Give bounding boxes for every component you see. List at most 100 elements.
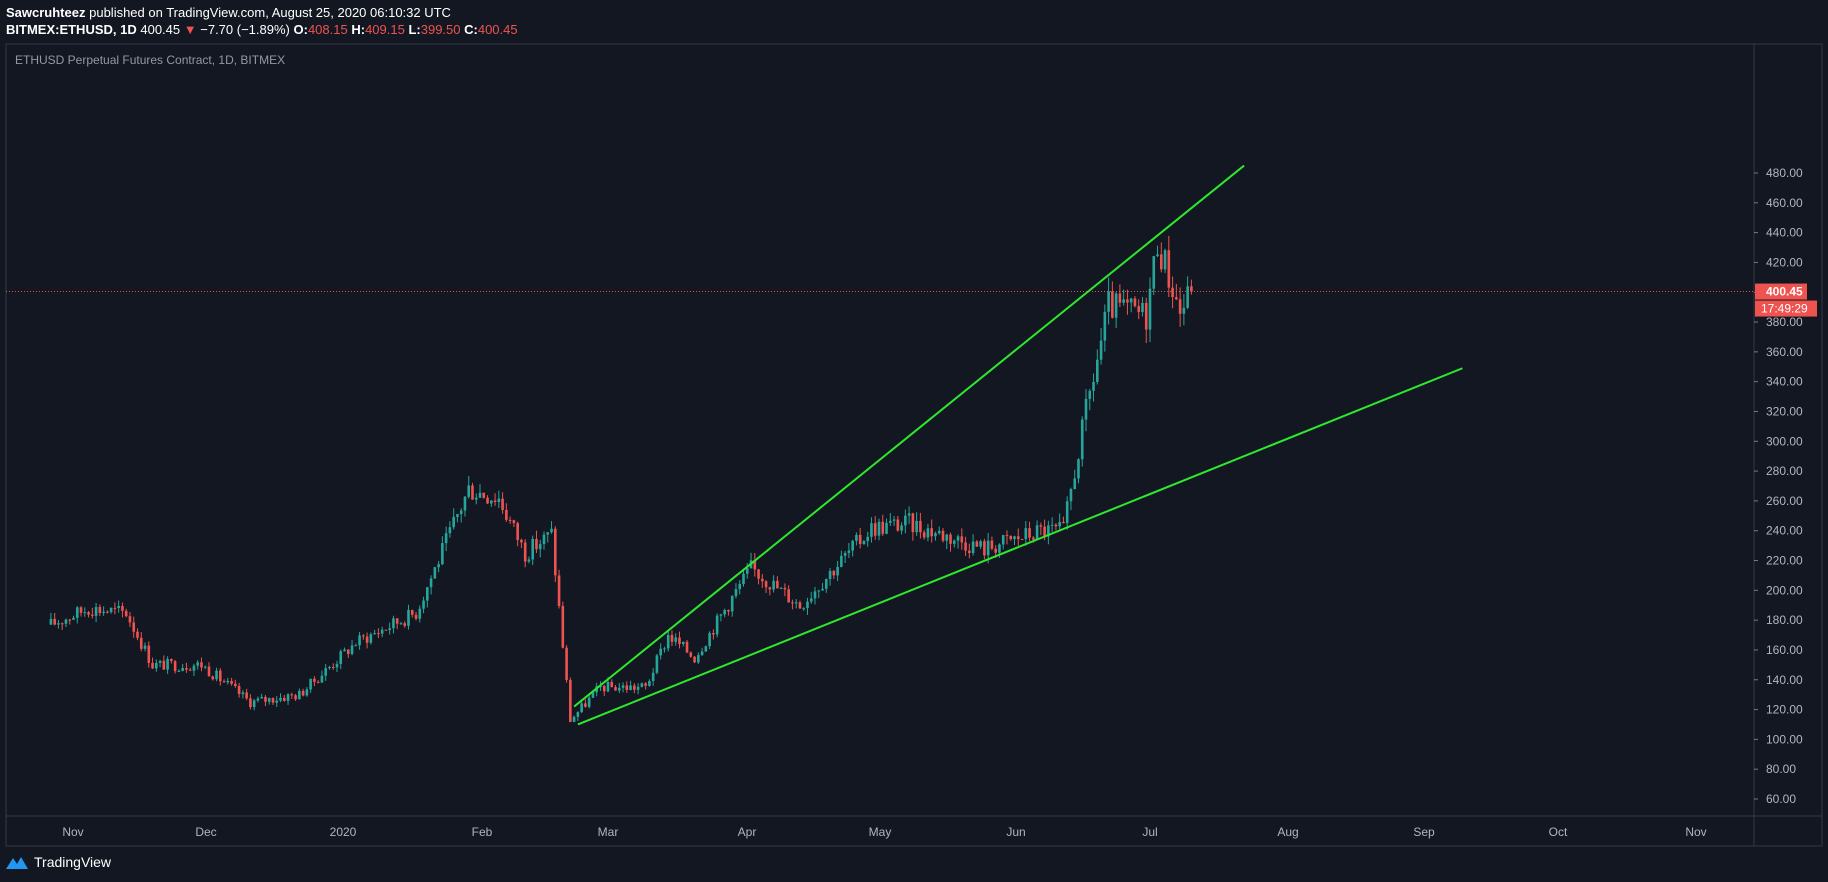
candle-body: [538, 544, 542, 550]
candle-body: [1182, 307, 1186, 314]
candle-body: [1088, 390, 1092, 399]
x-tick-label: Nov: [1685, 825, 1706, 839]
candle-body: [147, 645, 151, 663]
candle-body: [1178, 299, 1182, 314]
time-axis[interactable]: Nov Dec 2020 Feb Mar Apr May Jun Jul Aug Sep Oct Nov: [62, 825, 1706, 839]
candle-body: [776, 580, 779, 589]
x-tick-label: Nov: [62, 825, 83, 839]
candle-body: [505, 509, 508, 520]
candle-body: [1043, 526, 1046, 537]
candle-body: [1122, 299, 1125, 303]
candle-body: [569, 679, 572, 722]
candle-body: [580, 703, 583, 713]
candle-body: [712, 632, 715, 635]
candle-body: [102, 611, 105, 614]
candle-body: [1111, 291, 1114, 318]
candle-body: [1073, 478, 1077, 490]
candle-body: [380, 629, 384, 634]
x-tick-label: Oct: [1549, 825, 1568, 839]
candle-body: [245, 692, 248, 699]
candle-body: [704, 646, 708, 652]
candle-body: [855, 534, 858, 541]
candle-body: [373, 633, 376, 635]
candle-body: [670, 634, 674, 642]
candle-body: [290, 694, 294, 696]
y-tick-label: 440.00: [1766, 226, 1803, 240]
candle-body: [998, 544, 1001, 553]
candle-body: [956, 536, 960, 541]
candle-body: [170, 658, 173, 662]
candle-body: [72, 617, 75, 620]
candle-body: [1118, 293, 1122, 303]
candle-body: [155, 662, 158, 669]
candle-body: [1032, 537, 1035, 540]
candle-body: [60, 623, 64, 625]
candle-body: [1013, 536, 1016, 540]
candle-body: [779, 587, 783, 589]
author-name[interactable]: Sawcruhteez: [6, 5, 86, 20]
candle-body: [106, 611, 109, 613]
price-change: −7.70 (−1.89%): [200, 22, 290, 37]
candle-body: [188, 669, 192, 671]
symbol-label[interactable]: BITMEX:ETHUSD, 1D: [6, 22, 137, 37]
candle-body: [606, 681, 610, 692]
candle-body: [282, 697, 286, 701]
candle-body: [463, 496, 467, 511]
open-value: 408.15: [307, 22, 348, 37]
candle-body: [448, 527, 452, 534]
candle-body: [384, 629, 388, 631]
candle-body: [934, 533, 937, 537]
candle-body: [809, 598, 813, 602]
candle-body: [241, 692, 245, 695]
candle-body: [490, 500, 493, 504]
candle-body: [843, 552, 847, 556]
candle-body: [230, 680, 233, 684]
candle-body: [531, 538, 535, 560]
y-tick-label: 160.00: [1766, 643, 1803, 657]
candle-body: [173, 661, 177, 672]
candle-body: [723, 609, 726, 615]
candle-body: [207, 666, 211, 677]
candle-body: [1133, 298, 1137, 307]
candle-body: [1156, 254, 1159, 257]
candle-body: [471, 485, 474, 500]
x-tick-label: Sep: [1413, 825, 1435, 839]
candle-body: [196, 662, 200, 666]
candle-body: [1005, 535, 1009, 537]
candle-body: [203, 666, 207, 668]
chart-pane-border: [5, 43, 1823, 847]
price-axis[interactable]: 480.00460.00440.00420.00400.00380.00360.…: [1754, 166, 1803, 806]
candle-body: [426, 587, 429, 601]
candle-body: [1103, 311, 1107, 341]
candle-body: [960, 536, 964, 543]
candle-body: [377, 633, 380, 635]
candle-body: [907, 513, 911, 516]
close-label: C:: [464, 22, 478, 37]
candle-body: [542, 534, 546, 545]
y-tick-label: 480.00: [1766, 166, 1803, 180]
down-arrow-icon: ▼: [183, 22, 197, 37]
candle-body: [764, 581, 768, 588]
candle-body: [877, 521, 881, 536]
candle-body: [128, 616, 132, 623]
candle-body: [192, 665, 196, 671]
candle-body: [365, 636, 369, 643]
candle-body: [305, 689, 309, 696]
candle-body: [275, 700, 279, 703]
candle-body: [1186, 286, 1189, 308]
candle-body: [1020, 539, 1024, 541]
y-tick-label: 140.00: [1766, 673, 1803, 687]
candle-body: [761, 578, 764, 582]
candle-body: [79, 607, 83, 613]
candle-body: [392, 618, 395, 629]
candle-body: [301, 690, 305, 696]
candle-body: [215, 670, 218, 680]
candle-body: [1062, 521, 1065, 524]
x-tick-label: May: [869, 825, 892, 839]
footer-brand[interactable]: TradingView: [6, 854, 111, 870]
candle-body: [474, 497, 478, 500]
candle-body: [576, 712, 580, 717]
candle-body: [663, 648, 666, 650]
candle-body: [832, 570, 836, 576]
